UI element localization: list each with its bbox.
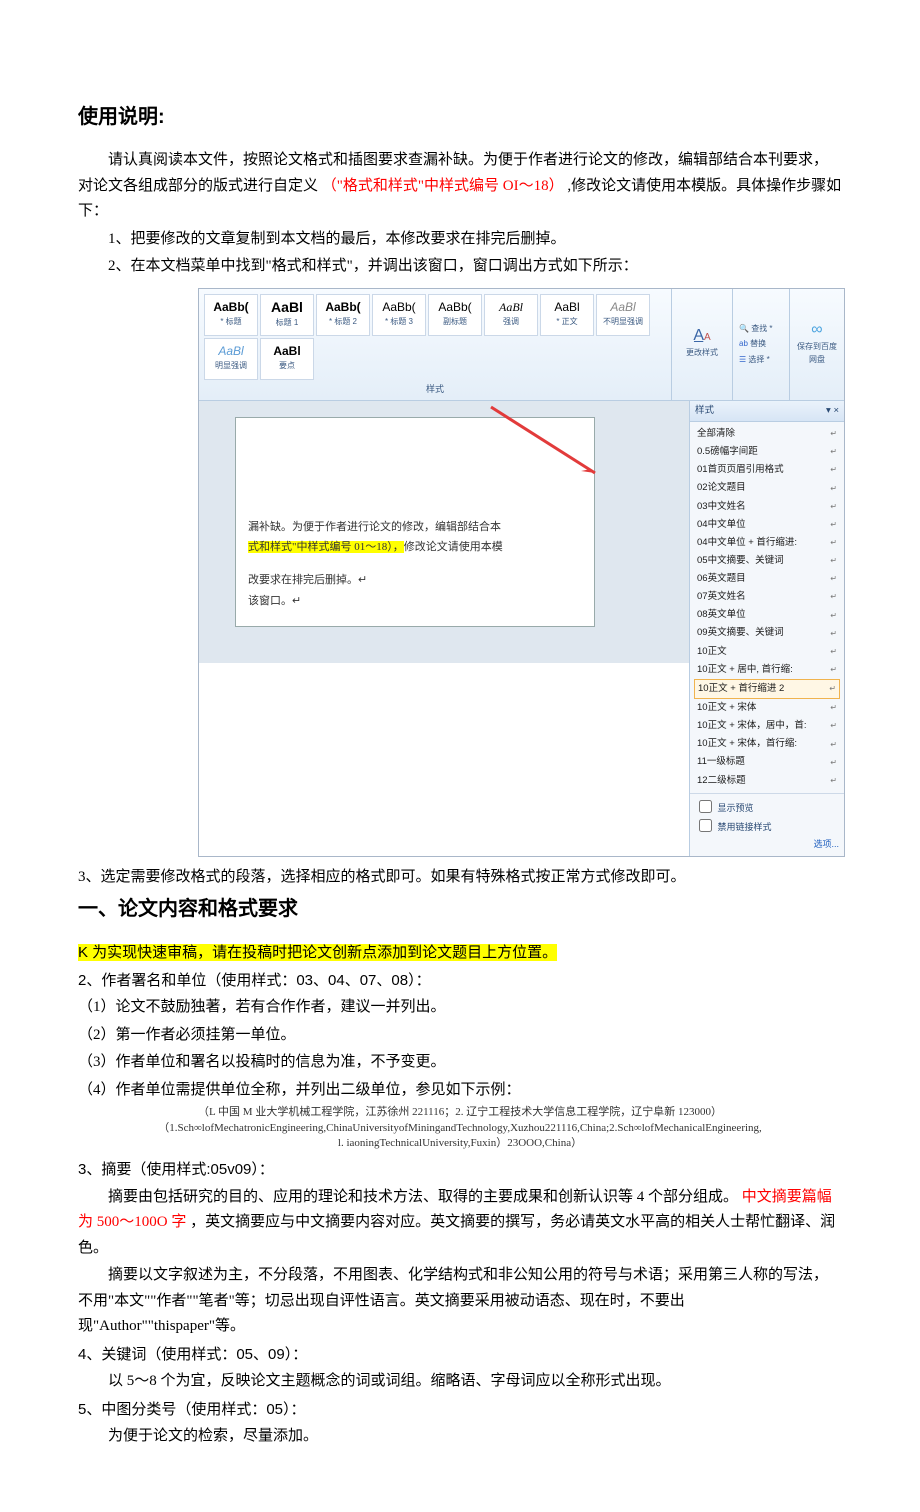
- item-4-head: 4、关键词（使用样式：05、09）：: [78, 1342, 842, 1368]
- item-1: K 为实现快速审稿，请在投稿时把论文创新点添加到论文题目上方位置。: [78, 940, 842, 966]
- change-style-label: 更改样式: [678, 346, 726, 360]
- style-list-item[interactable]: 02论文题目↵: [694, 479, 840, 497]
- doc-line-2: 式和样式"中样式编号 01～18），修改论文请使用本模: [248, 538, 582, 557]
- gallery-item[interactable]: AaBl要点: [260, 338, 314, 380]
- gallery-item[interactable]: AaBl强调: [484, 294, 538, 336]
- styles-pane-header: 样式 ▾ ×: [690, 401, 844, 422]
- step-2: 2、在本文档菜单中找到"格式和样式"，并调出该窗口，窗口调出方式如下所示：: [78, 254, 842, 280]
- change-style-group[interactable]: A̲A 更改样式: [671, 289, 732, 400]
- style-list-item[interactable]: 04中文单位 + 首行缩进:↵: [694, 534, 840, 552]
- style-list-item[interactable]: 10正文↵: [694, 643, 840, 661]
- style-list-item[interactable]: 12二级标题↵: [694, 772, 840, 790]
- chk-preview[interactable]: 显示预览: [695, 797, 839, 816]
- gallery-label: 样式: [203, 381, 667, 400]
- doc-area: 漏补缺。为便于作者进行论文的修改，编辑部结合本 式和样式"中样式编号 01～18…: [199, 401, 844, 856]
- styles-pane: 样式 ▾ × 全部清除↵0.5磅幅字间距↵01首页页眉引用格式↵02论文题目↵0…: [689, 401, 844, 856]
- style-list-item[interactable]: 01首页页眉引用格式↵: [694, 461, 840, 479]
- example-line-1: （L 中国 M 业大学机械工程学院，江苏徐州 221116；2. 辽宁工程技术大…: [78, 1105, 842, 1120]
- item-5-p1: 为便于论文的检索，尽量添加。: [78, 1424, 842, 1450]
- item-2-p4: （4）作者单位需提供单位全称，并列出二级单位，参见如下示例：: [78, 1078, 842, 1104]
- style-list-item[interactable]: 10正文 + 首行缩进 2↵: [694, 679, 840, 699]
- item-5-head: 5、中图分类号（使用样式：05）：: [78, 1397, 842, 1423]
- item-4-p1: 以 5〜8 个为宜，反映论文主题概念的词或词组。缩略语、字母词应以全称形式出现。: [78, 1369, 842, 1395]
- style-list-item[interactable]: 03中文姓名↵: [694, 498, 840, 516]
- style-list-item[interactable]: 11一级标题↵: [694, 753, 840, 771]
- item-2-p1: （1）论文不鼓励独著，若有合作作者，建议一并列出。: [78, 995, 842, 1021]
- gallery-item[interactable]: AaBl不明显强调: [596, 294, 650, 336]
- style-list-item[interactable]: 全部清除↵: [694, 425, 840, 443]
- style-list-item[interactable]: 09英文摘要、关键词↵: [694, 624, 840, 642]
- styles-options-link[interactable]: 选项...: [695, 837, 839, 852]
- doc-canvas: 漏补缺。为便于作者进行论文的修改，编辑部结合本 式和样式"中样式编号 01～18…: [199, 401, 689, 663]
- item-3-p1a: 摘要由包括研究的目的、应用的理论和技术方法、取得的主要成果和创新认识等 4 个部…: [108, 1189, 738, 1205]
- select-btn[interactable]: ☰ 选择 *: [739, 353, 783, 367]
- doc-line-2-hl: 式和样式"中样式编号 01～18），: [248, 541, 404, 553]
- step-1: 1、把要修改的文章复制到本文档的最后，本修改要求在排完后删掉。: [78, 227, 842, 253]
- style-list-item[interactable]: 07英文姓名↵: [694, 588, 840, 606]
- word-window: AaBb(* 标题AaBl标题 1AaBb(* 标题 2AaBb(* 标题 3A…: [198, 288, 845, 857]
- item-3-p2: 摘要以文字叙述为主，不分段落，不用图表、化学结构式和非公知公用的符号与术语；采用…: [78, 1263, 842, 1340]
- item-2-p3: （3）作者单位和署名以投稿时的信息为准，不予变更。: [78, 1050, 842, 1076]
- gallery-item[interactable]: AaBl标题 1: [260, 294, 314, 336]
- doc-line-3: 改要求在排完后删掉。↵: [248, 571, 582, 590]
- chk-disable-linked[interactable]: 禁用链接样式: [695, 816, 839, 835]
- editing-group: 🔍 查找 * ab 替换 ☰ 选择 *: [732, 289, 789, 400]
- style-list-item[interactable]: 05中文摘要、关键词↵: [694, 552, 840, 570]
- gallery-item[interactable]: AaBl* 正文: [540, 294, 594, 336]
- doc-page: 漏补缺。为便于作者进行论文的修改，编辑部结合本 式和样式"中样式编号 01～18…: [235, 417, 595, 627]
- gallery-item[interactable]: AaBb(* 标题 3: [372, 294, 426, 336]
- word-screenshot: AaBb(* 标题AaBl标题 1AaBb(* 标题 2AaBb(* 标题 3A…: [198, 288, 842, 857]
- styles-pane-close[interactable]: ▾ ×: [826, 403, 839, 419]
- styles-pane-title: 样式: [695, 403, 714, 419]
- section-title-1: 使用说明:: [78, 100, 842, 134]
- save-cloud-icon: ∞: [796, 322, 838, 338]
- style-list-item[interactable]: 04中文单位↵: [694, 516, 840, 534]
- item-3-p1b: ，英文摘要应与中文摘要内容对应。英文摘要的撰写，务必请英文水平高的相关人士帮忙翻…: [78, 1214, 835, 1256]
- affiliation-example: （L 中国 M 业大学机械工程学院，江苏徐州 221116；2. 辽宁工程技术大…: [78, 1105, 842, 1151]
- style-list-item[interactable]: 0.5磅幅字间距↵: [694, 443, 840, 461]
- gallery-item[interactable]: AaBb(副标题: [428, 294, 482, 336]
- intro-paragraph: 请认真阅读本文件，按照论文格式和插图要求查漏补缺。为便于作者进行论文的修改，编辑…: [78, 148, 842, 225]
- example-line-3: l. iaoningTechnicalUniversity,Fuxin）23OO…: [78, 1136, 842, 1151]
- change-style-icon: A̲A: [678, 328, 726, 344]
- styles-pane-footer: 显示预览 禁用链接样式 选项...: [690, 793, 844, 856]
- style-list-item[interactable]: 06英文题目↵: [694, 570, 840, 588]
- style-list-item[interactable]: 10正文 + 居中, 首行缩:↵: [694, 661, 840, 679]
- doc-line-1: 漏补缺。为便于作者进行论文的修改，编辑部结合本: [248, 518, 582, 537]
- style-list-item[interactable]: 08英文单位↵: [694, 606, 840, 624]
- styles-list[interactable]: 全部清除↵0.5磅幅字间距↵01首页页眉引用格式↵02论文题目↵03中文姓名↵0…: [690, 422, 844, 793]
- find-btn[interactable]: 🔍 查找 *: [739, 322, 783, 336]
- doc-line-2-rest: 修改论文请使用本模: [404, 541, 503, 553]
- ribbon: AaBb(* 标题AaBl标题 1AaBb(* 标题 2AaBb(* 标题 3A…: [199, 289, 844, 401]
- style-gallery[interactable]: AaBb(* 标题AaBl标题 1AaBb(* 标题 2AaBb(* 标题 3A…: [199, 289, 671, 400]
- gallery-item[interactable]: AaBb(* 标题 2: [316, 294, 370, 336]
- step-3: 3、选定需要修改格式的段落，选择相应的格式即可。如果有特殊格式按正常方式修改即可…: [78, 865, 842, 891]
- style-list-item[interactable]: 10正文 + 宋体，首行缩:↵: [694, 735, 840, 753]
- save-group[interactable]: ∞ 保存到百度网盘: [789, 289, 844, 400]
- section-title-2: 一、论文内容和格式要求: [78, 892, 842, 926]
- item-2-p2: （2）第一作者必须挂第一单位。: [78, 1023, 842, 1049]
- replace-btn[interactable]: ab 替换: [739, 337, 783, 351]
- item-2-head: 2、作者署名和单位（使用样式：03、04、07、08）：: [78, 968, 842, 994]
- style-list-item[interactable]: 10正文 + 宋体↵: [694, 699, 840, 717]
- item-3-head: 3、摘要（使用样式:05v09）：: [78, 1157, 842, 1183]
- example-line-2: （1.Sch∞lofMechatronicEngineering,ChinaUn…: [78, 1121, 842, 1136]
- item-3-p1: 摘要由包括研究的目的、应用的理论和技术方法、取得的主要成果和创新认识等 4 个部…: [78, 1185, 842, 1262]
- gallery-item[interactable]: AaBb(* 标题: [204, 294, 258, 336]
- save-cloud-label: 保存到百度网盘: [796, 340, 838, 367]
- intro-red: （"格式和样式"中样式编号 OI〜18）: [322, 178, 564, 194]
- gallery-item[interactable]: AaBl明显强调: [204, 338, 258, 380]
- doc-line-4: 该窗口。↵: [248, 592, 582, 611]
- item-1-hl: K 为实现快速审稿，请在投稿时把论文创新点添加到论文题目上方位置。: [78, 944, 557, 961]
- style-list-item[interactable]: 10正文 + 宋体，居中，首:↵: [694, 717, 840, 735]
